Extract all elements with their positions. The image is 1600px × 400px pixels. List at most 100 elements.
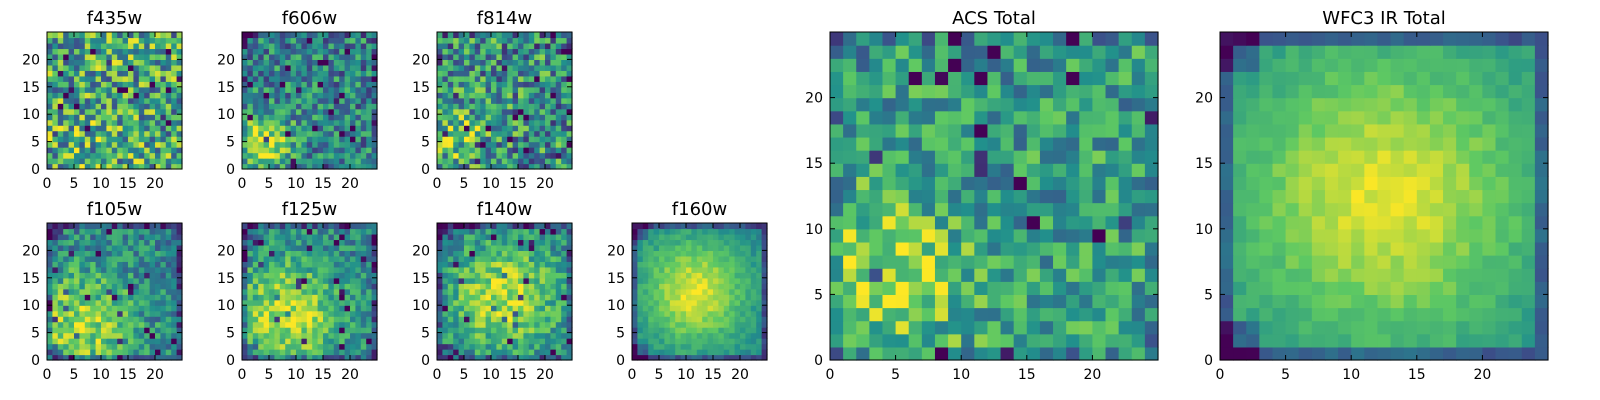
heatmap-cell: [1066, 307, 1080, 322]
heatmap-cell: [117, 70, 124, 77]
heatmap-cell: [561, 305, 568, 312]
heatmap-cell: [566, 244, 573, 251]
heatmap-cell: [106, 277, 113, 284]
heatmap-cell: [252, 327, 259, 334]
heatmap-cell: [68, 266, 75, 273]
heatmap-cell: [518, 114, 524, 121]
heatmap-cell: [312, 294, 319, 301]
heatmap-cell: [729, 283, 736, 290]
heatmap-cell: [523, 294, 530, 301]
heatmap-cell: [566, 343, 573, 350]
heatmap-cell: [344, 272, 351, 279]
y-tick-label: 0: [421, 162, 430, 178]
heatmap-cell: [171, 152, 178, 159]
heatmap-cell: [501, 158, 508, 165]
heatmap-cell: [117, 59, 124, 66]
heatmap-cell: [242, 53, 248, 60]
heatmap-cell: [350, 75, 356, 82]
heatmap-cell: [350, 130, 356, 137]
heatmap-cell: [1039, 307, 1054, 322]
heatmap-cell: [128, 332, 134, 339]
heatmap-cell: [491, 75, 497, 82]
heatmap-cell: [133, 244, 140, 251]
heatmap-cell: [895, 189, 910, 204]
heatmap-cell: [328, 64, 335, 71]
heatmap-cell: [464, 92, 470, 99]
heatmap-cell: [512, 338, 519, 345]
heatmap-cell: [437, 299, 443, 306]
heatmap-cell: [144, 152, 151, 159]
heatmap-cell: [79, 239, 86, 246]
heatmap-cell: [339, 42, 346, 50]
heatmap-cell: [333, 158, 340, 165]
heatmap-cell: [464, 158, 470, 165]
heatmap-cell: [328, 266, 335, 273]
heatmap-cell: [518, 239, 524, 246]
heatmap-cell: [528, 86, 535, 93]
heatmap-cell: [501, 261, 508, 268]
heatmap-cell: [664, 277, 671, 284]
heatmap-cell: [79, 163, 86, 170]
heatmap-cell: [90, 332, 97, 339]
heatmap-cell: [144, 103, 151, 110]
heatmap-cell: [371, 305, 378, 312]
heatmap-cell: [371, 86, 378, 93]
heatmap-cell: [669, 228, 676, 235]
heatmap-cell: [68, 48, 75, 55]
heatmap-cell: [285, 343, 292, 350]
heatmap-cell: [355, 349, 362, 356]
heatmap-cell: [934, 163, 949, 177]
heatmap-cell: [496, 125, 503, 132]
heatmap-cell: [252, 277, 259, 284]
heatmap-cell: [561, 42, 568, 50]
heatmap-cell: [128, 32, 134, 39]
heatmap-cell: [138, 158, 145, 165]
heatmap-cell: [68, 244, 75, 251]
heatmap-cell: [263, 321, 270, 328]
heatmap-cell: [496, 310, 503, 317]
heatmap-cell: [680, 233, 687, 241]
heatmap-cell: [534, 48, 541, 55]
heatmap-cell: [691, 294, 698, 301]
heatmap-cell: [507, 152, 514, 159]
heatmap-cell: [317, 103, 324, 110]
heatmap-cell: [312, 261, 319, 268]
heatmap-cell: [111, 103, 118, 110]
heatmap-cell: [545, 48, 551, 55]
heatmap-cell: [512, 108, 519, 115]
heatmap-cell: [675, 288, 682, 295]
heatmap-cell: [90, 75, 97, 82]
heatmap-cell: [269, 64, 275, 71]
heatmap-cell: [344, 261, 351, 268]
heatmap-cell: [285, 163, 292, 170]
heatmap-cell: [691, 288, 698, 295]
heatmap-cell: [501, 136, 508, 143]
heatmap-cell: [90, 316, 97, 323]
heatmap-cell: [74, 233, 80, 241]
heatmap-cell: [740, 255, 746, 262]
heatmap-cell: [566, 223, 573, 230]
heatmap-cell: [371, 354, 378, 361]
heatmap-cell: [258, 349, 265, 356]
heatmap-cell: [258, 42, 265, 50]
heatmap-cell: [545, 103, 551, 110]
heatmap-cell: [258, 343, 265, 350]
heatmap-cell: [47, 283, 53, 290]
heatmap-cell: [539, 114, 546, 121]
heatmap-cell: [117, 255, 124, 262]
heatmap-cell: [447, 119, 454, 126]
heatmap-cell: [317, 272, 324, 279]
heatmap-cell: [550, 147, 557, 154]
heatmap-cell: [496, 48, 503, 55]
heatmap-cell: [317, 130, 324, 137]
x-tick-label: 15: [704, 367, 722, 383]
heatmap-cell: [1053, 333, 1067, 348]
heatmap-cell: [550, 42, 557, 50]
heatmap-cell: [545, 75, 551, 82]
heatmap-cell: [718, 343, 725, 350]
heatmap-cell: [691, 266, 698, 273]
heatmap-cell: [57, 119, 64, 126]
heatmap-cell: [534, 288, 541, 295]
heatmap-cell: [561, 233, 568, 241]
heatmap-cell: [707, 244, 714, 251]
